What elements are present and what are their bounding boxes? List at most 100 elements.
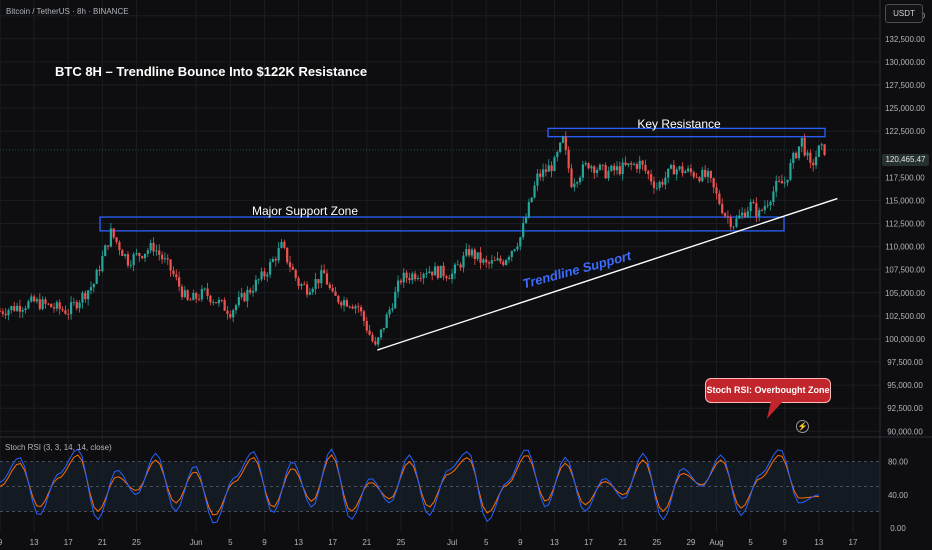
candle-body [425, 273, 428, 274]
candle-body [87, 290, 90, 300]
candle-body [277, 247, 280, 261]
currency-unit-badge[interactable]: USDT [885, 4, 923, 23]
trendline[interactable] [377, 197, 838, 351]
candle-body [439, 265, 442, 278]
candle-body [405, 272, 408, 278]
candle-body [769, 202, 772, 206]
candle-body [613, 165, 616, 171]
candle-body [175, 274, 178, 278]
candle-body [186, 290, 189, 300]
candle-body [160, 254, 164, 260]
candle-body [163, 258, 167, 260]
candle-body [124, 254, 127, 256]
candle-body [30, 296, 33, 302]
candle-body [109, 228, 112, 247]
candle-body [809, 152, 812, 163]
time-tick-label: 17 [849, 538, 858, 547]
candle-body [7, 310, 10, 316]
candle-body [106, 245, 110, 247]
time-tick-label: 17 [584, 538, 593, 547]
candle-body [490, 260, 493, 264]
candle-body [692, 172, 695, 177]
candle-body [686, 168, 690, 172]
candle-body [72, 301, 76, 303]
candle-body [189, 299, 192, 301]
candle-body [547, 165, 550, 172]
candle-body [382, 327, 385, 330]
candle-body [561, 136, 565, 143]
candle-body [470, 249, 474, 256]
candle-body [473, 249, 476, 260]
candle-body [505, 259, 508, 265]
candle-body [169, 259, 172, 271]
candle-body [254, 279, 257, 292]
candle-body [433, 266, 437, 276]
candle-body [89, 287, 93, 291]
last-price-tag: 120,465.47 [882, 154, 929, 166]
candle-body [601, 164, 604, 166]
candle-body [4, 313, 7, 316]
candle-body [388, 309, 391, 315]
candle-body [760, 210, 764, 211]
support-resistance-zones[interactable] [99, 127, 826, 232]
candle-body [118, 242, 121, 251]
time-tick-label: Jul [447, 538, 457, 547]
candle-body [513, 249, 516, 251]
candle-body [212, 302, 215, 303]
candle-body [348, 306, 351, 308]
candle-body [323, 270, 326, 274]
candle-body [746, 211, 749, 218]
candle-body [783, 182, 786, 184]
candle-body [232, 310, 235, 318]
candle-body [604, 165, 607, 179]
candle-body [334, 291, 337, 296]
time-tick-label: 25 [396, 538, 405, 547]
candle-body [203, 288, 206, 290]
candle-body [487, 262, 491, 264]
candle-body [607, 170, 610, 179]
price-axis: 135,000.00132,500.00130,000.00127,500.00… [885, 12, 926, 437]
candle-body [431, 271, 434, 276]
candle-body [308, 292, 312, 295]
candle-body [621, 162, 624, 175]
candle-body [129, 265, 132, 267]
candle-body [288, 262, 292, 268]
candle-body [772, 191, 775, 203]
candle-body [436, 266, 439, 278]
candle-body [81, 292, 84, 303]
candle-body [812, 162, 815, 166]
candle-body [780, 181, 784, 184]
candle-body [325, 273, 329, 285]
price-tick-label: 102,500.00 [885, 312, 926, 321]
candle-body [496, 258, 499, 261]
candle-body [104, 245, 107, 257]
candle-body [709, 171, 712, 179]
flash-icon[interactable]: ⚡ [796, 420, 809, 433]
candle-body [101, 256, 104, 272]
candle-body [732, 226, 735, 228]
candle-body [630, 163, 633, 165]
candle-body [428, 271, 431, 274]
candle-body [712, 178, 715, 188]
candle-body [52, 307, 56, 309]
candle-body [357, 306, 360, 308]
candle-body [442, 265, 445, 277]
candle-body [220, 299, 223, 301]
candle-body [672, 165, 675, 175]
candle-body [678, 166, 681, 170]
candle-body [379, 329, 383, 338]
candle-body [820, 144, 823, 146]
candle-body [121, 250, 124, 256]
candle-body [303, 284, 306, 285]
key-resistance-label: Key Resistance [637, 117, 721, 131]
candle-body [15, 305, 19, 311]
candle-body [476, 252, 479, 260]
candle-body [38, 299, 41, 309]
time-tick-label: 21 [362, 538, 371, 547]
candle-body [260, 271, 263, 280]
candle-body [578, 177, 582, 183]
candle-body [237, 297, 240, 306]
candle-body [269, 261, 272, 275]
candle-body [209, 295, 212, 303]
